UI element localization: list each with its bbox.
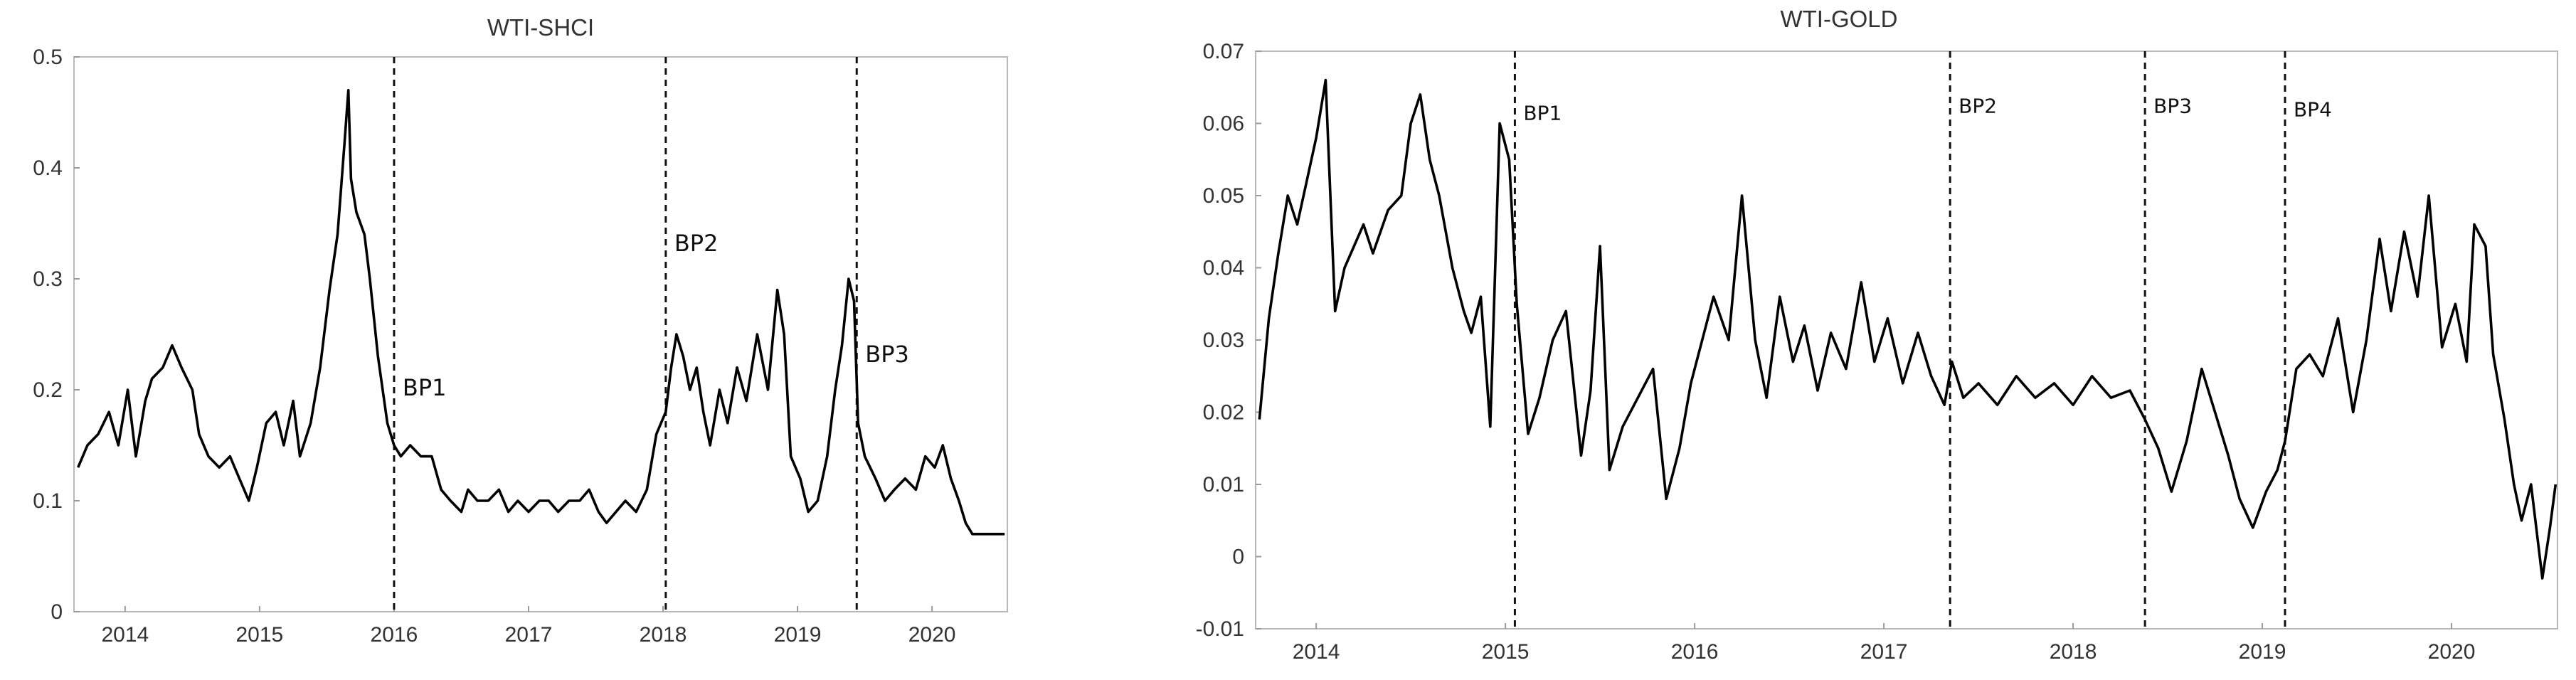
ytick-label: 0.5 [33,46,63,69]
series-line-wti-shci [77,89,1005,536]
breakpoint-label-bp1: BP1 [1523,101,1562,124]
chart-wti-shci: WTI-SHCI 0 0.1 0.2 0.3 0.4 0.5 2014 2015 2016 201… [33,14,1008,647]
xtick-label: 2014 [101,623,149,647]
breakpoint-label-bp3: BP3 [865,341,909,368]
xtick-label: 2015 [1482,640,1530,664]
breakpoint-label-bp4: BP4 [2294,97,2332,121]
breakpoint-label-bp1: BP1 [403,374,447,401]
ytick-label: 0.01 [1203,473,1244,496]
xtick-label: 2014 [1293,640,1340,664]
xtick-label: 2017 [505,623,553,647]
ytick-label: 0.07 [1203,40,1244,63]
xtick-label: 2019 [2239,640,2286,664]
ytick-label: 0.04 [1203,257,1244,280]
xtick-label: 2019 [774,623,822,647]
plot-frame-wti-shci [73,56,1008,612]
ytick-label: 0.03 [1203,329,1244,352]
tick-layer-wti-shci: 0 0.1 0.2 0.3 0.4 0.5 2014 2015 2016 2017 2018 2019… [33,46,955,647]
plot-frame-wti-gold [1255,51,2558,629]
ytick-label: 0.2 [33,378,63,402]
xtick-label: 2018 [2050,640,2097,664]
ytick-label: 0 [1232,546,1244,569]
breakpoint-label-bp2: BP2 [1958,94,1997,117]
ytick-label: -0.01 [1196,617,1244,641]
chart-title-wti-gold: WTI-GOLD [1781,6,1898,32]
ytick-label: 0.4 [33,156,63,180]
xtick-label: 2016 [371,623,418,647]
ytick-label: 0.02 [1203,401,1244,425]
xtick-label: 2020 [908,623,956,647]
breakpoint-layer-wti-shci: BP1 BP2 BP3 [393,57,909,612]
breakpoint-label-bp3: BP3 [2153,94,2192,117]
chart-wti-gold: WTI-GOLD -0.01 0 0.01 0.02 0.03 0.04 0.05 0.06 0… [1196,6,2558,664]
tick-layer-wti-gold: -0.01 0 0.01 0.02 0.03 0.04 0.05 0.06 0.07 2014 20… [1196,40,2476,664]
ytick-label: 0 [51,600,63,624]
xtick-label: 2015 [236,623,284,647]
ytick-label: 0.06 [1203,112,1244,136]
xtick-label: 2020 [2428,640,2476,664]
chart-title-wti-shci: WTI-SHCI [487,14,594,41]
breakpoint-label-bp2: BP2 [674,230,719,257]
xtick-label: 2018 [640,623,687,647]
ytick-label: 0.3 [33,267,63,291]
xtick-label: 2016 [1671,640,1719,664]
xtick-label: 2017 [1860,640,1908,664]
ytick-label: 0.05 [1203,184,1244,208]
ytick-label: 0.1 [33,489,63,513]
breakpoint-layer-wti-gold: BP1 BP2 BP3 BP4 [1513,51,2332,629]
series-line-wti-gold [1258,78,2558,580]
